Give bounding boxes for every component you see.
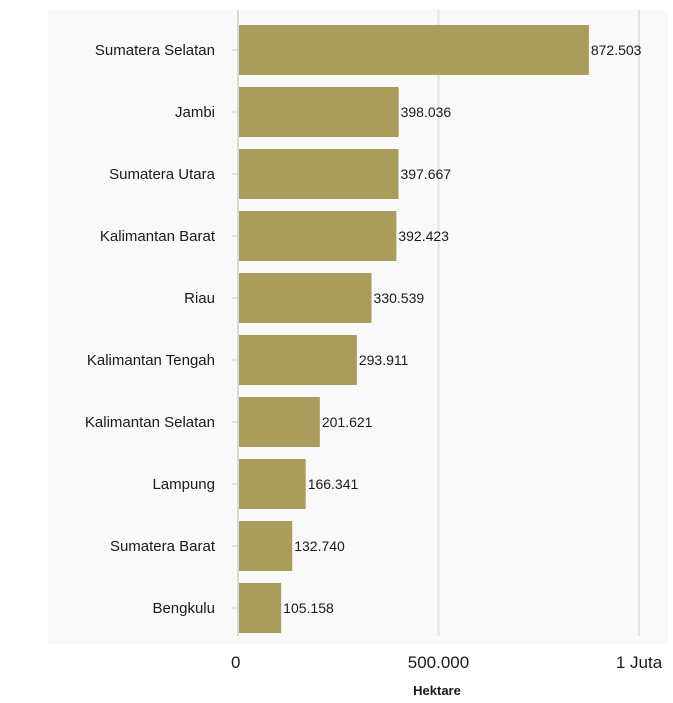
- category-label: Bengkulu: [152, 600, 215, 617]
- bar-7[interactable]: [239, 459, 306, 509]
- x-tick-label-0: 0: [231, 653, 240, 672]
- category-label: Kalimantan Tengah: [87, 352, 215, 369]
- category-label: Jambi: [175, 104, 215, 121]
- bar-5[interactable]: [239, 335, 357, 385]
- bar-4[interactable]: [239, 273, 372, 323]
- value-label: 330.539: [374, 290, 425, 306]
- category-label: Riau: [184, 290, 215, 307]
- bar-6[interactable]: [239, 397, 320, 447]
- category-label: Sumatera Selatan: [95, 42, 215, 59]
- category-label: Sumatera Utara: [109, 166, 216, 183]
- category-label: Sumatera Barat: [110, 538, 216, 555]
- bar-8[interactable]: [239, 521, 293, 571]
- bar-9[interactable]: [239, 583, 282, 633]
- value-label: 293.911: [359, 352, 409, 368]
- value-label: 392.423: [398, 228, 449, 244]
- value-label: 398.036: [401, 104, 452, 120]
- bar-2[interactable]: [239, 149, 399, 199]
- category-label: Lampung: [152, 476, 215, 493]
- value-label: 105.158: [283, 600, 334, 616]
- bar-3[interactable]: [239, 211, 397, 261]
- category-label: Kalimantan Barat: [100, 228, 216, 245]
- bar-0[interactable]: [239, 25, 589, 75]
- value-label: 201.621: [322, 414, 373, 430]
- x-axis-title: Hektare: [413, 683, 461, 698]
- x-tick-label-1: 500.000: [408, 653, 469, 672]
- value-label: 132.740: [294, 538, 345, 554]
- value-label: 872.503: [591, 42, 642, 58]
- value-label: 166.341: [308, 476, 359, 492]
- x-tick-label-2: 1 Juta: [616, 653, 663, 672]
- category-label: Kalimantan Selatan: [85, 414, 215, 431]
- bar-1[interactable]: [239, 87, 399, 137]
- value-label: 397.667: [400, 166, 451, 182]
